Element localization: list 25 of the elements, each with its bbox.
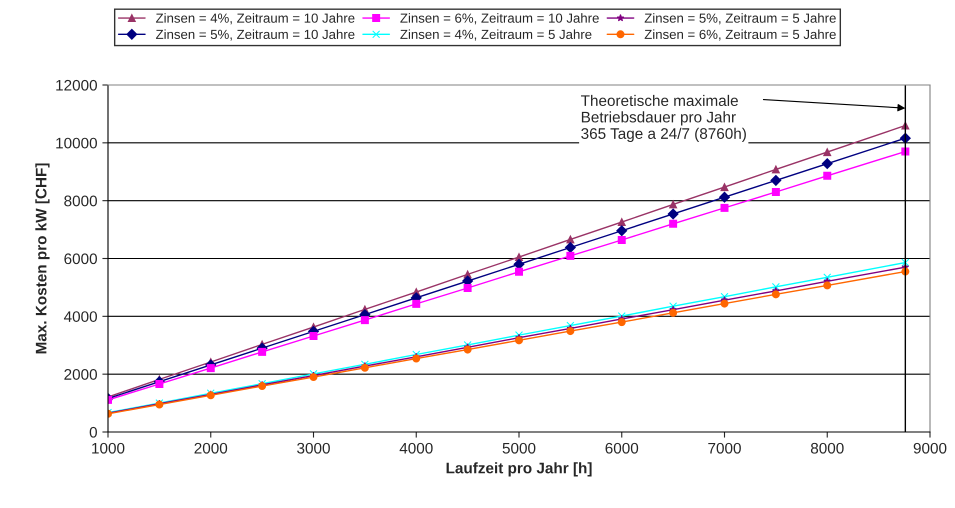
x-tick-label: 6000 — [606, 442, 638, 454]
y-axis-title: Max. Kosten pro kW [CHF] — [35, 163, 50, 354]
x-tick-label: 9000 — [914, 442, 946, 454]
legend-label: Zinsen = 6%, Zeitraum = 5 Jahre — [644, 29, 836, 41]
y-tick-label: 0 — [90, 426, 97, 438]
y-tick-label: 6000 — [64, 253, 97, 264]
legend-label: Zinsen = 5%, Zeitraum = 10 Jahre — [156, 29, 354, 41]
y-tick-label: 2000 — [64, 369, 97, 380]
y-tick-label: 10000 — [56, 138, 97, 149]
x-tick-label: 5000 — [502, 442, 536, 454]
x-tick-label: 1000 — [92, 442, 124, 454]
x-tick-label: 7000 — [708, 442, 741, 454]
x-tick-label: 8000 — [810, 442, 844, 454]
x-tick-label: 3000 — [297, 442, 330, 454]
annotation: Theoretische maximale Betriebsdauer pro Jahr 365 Tage a 24/7 (8760h) — [580, 94, 746, 142]
x-tick-label: 2000 — [194, 442, 228, 454]
x-tick-label: 4000 — [400, 442, 433, 454]
legend-label: Zinsen = 4%, Zeitraum = 5 Jahre — [400, 29, 592, 41]
legend-label: Zinsen = 4%, Zeitraum = 10 Jahre — [156, 13, 354, 24]
legend-label: Zinsen = 5%, Zeitraum = 5 Jahre — [644, 13, 836, 24]
legend-label: Zinsen = 6%, Zeitraum = 10 Jahre — [400, 13, 599, 24]
y-tick-label: 8000 — [64, 196, 97, 206]
y-tick-label: 4000 — [64, 311, 97, 322]
y-tick-label: 12000 — [56, 80, 97, 91]
x-axis-title: Laufzeit pro Jahr [h] — [446, 462, 592, 476]
